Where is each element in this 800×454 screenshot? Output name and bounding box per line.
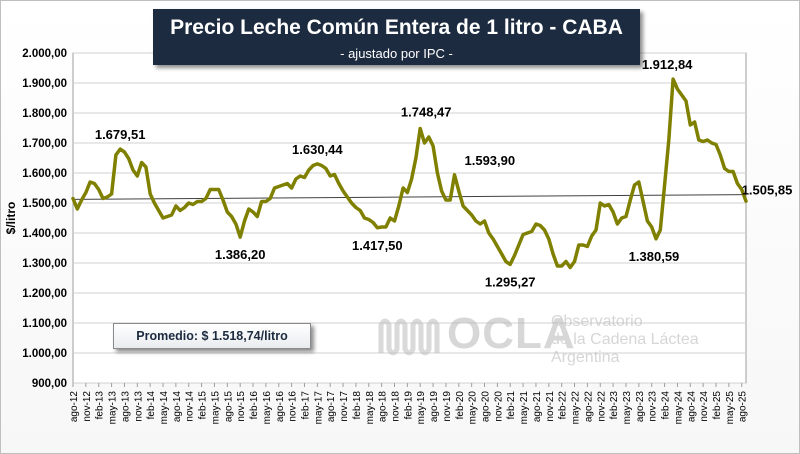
price-series-line <box>71 77 748 270</box>
x-tick-label: may-17 <box>313 391 324 425</box>
data-label: 1.679,51 <box>95 127 146 142</box>
logo-line-3: Argentina <box>551 349 620 366</box>
x-tick-label: may-25 <box>725 391 736 425</box>
x-tick-label: feb-14 <box>146 391 157 420</box>
x-tick-label: nov-24 <box>699 391 710 422</box>
data-label: 1.386,20 <box>215 247 266 262</box>
x-tick-label: nov-15 <box>236 391 247 422</box>
x-tick-label: may-14 <box>159 391 170 425</box>
data-label: 1.912,84 <box>642 57 693 72</box>
y-tick-label: 900,00 <box>32 378 67 390</box>
x-tick-label: nov-18 <box>390 391 401 422</box>
x-tick-label: nov-13 <box>133 391 144 422</box>
x-tick-label: ago-23 <box>635 391 646 423</box>
x-tick-label: nov-12 <box>82 391 93 422</box>
x-tick-label: feb-19 <box>403 391 414 420</box>
x-tick-label: nov-14 <box>185 391 196 422</box>
x-tick-label: ago-20 <box>481 391 492 423</box>
y-tick-label: 2.000,00 <box>22 48 67 60</box>
x-tick-label: ago-15 <box>223 391 234 423</box>
x-tick-label: may-23 <box>622 391 633 425</box>
x-tick-label: ago-22 <box>583 391 594 423</box>
x-tick-label: feb-15 <box>198 391 209 420</box>
x-tick-label: ago-16 <box>275 391 286 423</box>
logo-wordmark: OCLA <box>447 309 576 358</box>
x-tick-label: may-20 <box>468 391 479 425</box>
data-label: 1.505,85 <box>742 183 793 198</box>
x-tick-label: ago-12 <box>69 391 80 423</box>
x-tick-label: feb-25 <box>712 391 723 420</box>
x-tick-label: nov-19 <box>442 391 453 422</box>
x-tick-label: may-15 <box>210 391 221 425</box>
ocla-logo: OCLA Observatorio de la Cadena Láctea Ar… <box>377 307 707 369</box>
y-tick-label: 1.000,00 <box>22 348 67 360</box>
x-tick-label: ago-19 <box>429 391 440 423</box>
x-tick-label: ago-24 <box>686 391 697 423</box>
x-tick-label: feb-13 <box>95 391 106 420</box>
y-tick-label: 1.500,00 <box>22 198 67 210</box>
y-tick-label: 1.200,00 <box>22 288 67 300</box>
x-tick-label: nov-16 <box>288 391 299 422</box>
x-tick-label: may-22 <box>571 391 582 425</box>
x-tick-label: feb-17 <box>300 391 311 420</box>
average-box: Promedio: $ 1.518,74/litro <box>113 323 311 349</box>
x-tick-label: may-24 <box>673 391 684 425</box>
data-label: 1.630,44 <box>292 142 343 157</box>
x-tick-label: feb-21 <box>506 391 517 420</box>
logo-wave-icon <box>378 318 440 356</box>
data-label: 1.748,47 <box>401 104 452 119</box>
x-tick-label: may-19 <box>416 391 427 425</box>
title-box: Precio Leche Común Entera de 1 litro - C… <box>153 9 640 65</box>
x-tick-label: ago-17 <box>326 391 337 423</box>
x-tick-label: nov-23 <box>648 391 659 422</box>
y-tick-label: 1.800,00 <box>22 108 67 120</box>
x-tick-label: nov-21 <box>545 391 556 422</box>
x-tick-label: nov-17 <box>339 391 350 422</box>
y-tick-label: 1.900,00 <box>22 78 67 90</box>
x-tick-label: feb-18 <box>352 391 363 420</box>
x-tick-label: ago-25 <box>738 391 749 423</box>
data-label: 1.593,90 <box>465 153 516 168</box>
y-tick-label: 1.400,00 <box>22 228 67 240</box>
trend-line <box>72 194 747 200</box>
chart-title: Precio Leche Común Entera de 1 litro - C… <box>170 16 623 39</box>
x-tick-label: nov-22 <box>596 391 607 422</box>
logo-line-1: Observatorio <box>551 313 643 330</box>
x-tick-label: ago-21 <box>532 391 543 423</box>
data-label: 1.380,59 <box>629 249 680 264</box>
y-tick-label: 1.600,00 <box>22 168 67 180</box>
y-tick-label: 1.300,00 <box>22 258 67 270</box>
y-tick-label: 1.100,00 <box>22 318 67 330</box>
x-tick-label: ago-14 <box>172 391 183 423</box>
data-label: 1.295,27 <box>485 274 536 289</box>
x-tick-label: feb-20 <box>455 391 466 420</box>
chart-subtitle: - ajustado por IPC - <box>340 46 453 61</box>
y-tick-label: 1.700,00 <box>22 138 67 150</box>
x-tick-label: feb-23 <box>609 391 620 420</box>
x-tick-label: feb-16 <box>249 391 260 420</box>
y-axis-label: $/litro <box>4 202 18 235</box>
x-tick-label: nov-20 <box>493 391 504 422</box>
data-label: 1.417,50 <box>352 238 403 253</box>
x-tick-label: feb-24 <box>661 391 672 420</box>
x-tick-label: feb-22 <box>558 391 569 420</box>
x-tick-label: may-13 <box>108 391 119 425</box>
x-tick-label: may-18 <box>365 391 376 425</box>
x-tick-label: may-16 <box>262 391 273 425</box>
x-tick-label: may-21 <box>519 391 530 425</box>
x-tick-label: ago-13 <box>120 391 131 423</box>
logo-line-2: de la Cadena Láctea <box>551 331 699 348</box>
x-tick-label: ago-18 <box>378 391 389 423</box>
